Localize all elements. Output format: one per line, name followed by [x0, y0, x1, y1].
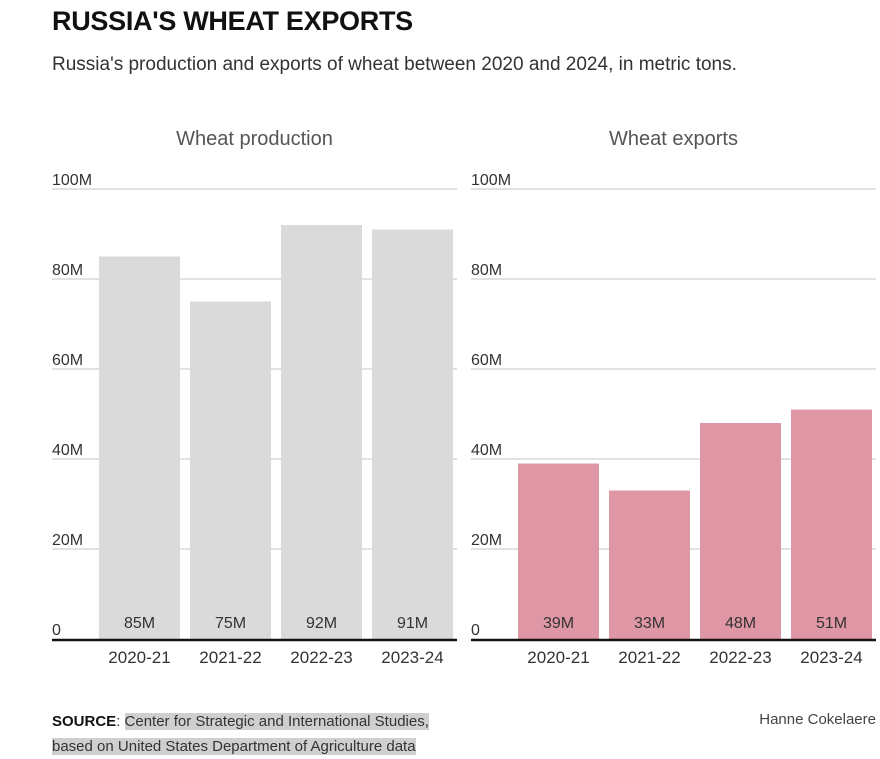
wheat-production-bar-2021-22	[190, 301, 271, 639]
wheat-production-category-label: 2023-24	[381, 648, 443, 667]
wheat-production-title: Wheat production	[176, 128, 333, 150]
wheat-exports-category-label: 2020-21	[527, 648, 589, 667]
source-label: SOURCE	[52, 713, 117, 730]
author-credit: Hanne Cokelaere	[759, 711, 876, 728]
wheat-production-category-label: 2020-21	[108, 648, 170, 667]
chart-subtitle: Russia's production and exports of wheat…	[52, 54, 737, 75]
wheat-production-ytick-label: 40M	[52, 442, 83, 459]
wheat-exports-category-label: 2023-24	[800, 648, 862, 667]
source-note: SOURCE: Center for Strategic and Interna…	[52, 713, 429, 755]
wheat-exports-ytick-label: 40M	[471, 442, 502, 459]
wheat-production-ytick-label: 60M	[52, 352, 83, 369]
wheat-exports-data-label: 39M	[543, 615, 574, 632]
wheat-production-ytick-label: 0	[52, 622, 61, 639]
wheat-exports-data-label: 33M	[634, 615, 665, 632]
source-text-2: based on United States Department of Agr…	[52, 738, 416, 755]
wheat-production-ytick-label: 80M	[52, 262, 83, 279]
wheat-production-bar-2023-24	[372, 229, 453, 639]
wheat-exports-data-label: 48M	[725, 615, 756, 632]
wheat-production-category-label: 2022-23	[290, 648, 352, 667]
chart-title: RUSSIA'S WHEAT EXPORTS	[52, 6, 413, 36]
wheat-exports-ytick-label: 60M	[471, 352, 502, 369]
wheat-production-ytick-label: 100M	[52, 172, 92, 189]
wheat-production-data-label: 75M	[215, 615, 246, 632]
wheat-exports-data-label: 51M	[816, 615, 847, 632]
wheat-production-data-label: 85M	[124, 615, 155, 632]
wheat-production-data-label: 91M	[397, 615, 428, 632]
wheat-exports-title: Wheat exports	[609, 128, 738, 150]
wheat-production-bar-2020-21	[99, 256, 180, 639]
wheat-production-bar-2022-23	[281, 225, 362, 639]
wheat-production-ytick-label: 20M	[52, 532, 83, 549]
wheat-exports-ytick-label: 80M	[471, 262, 502, 279]
wheat-exports-bar-2023-24	[791, 409, 872, 639]
source-text: Center for Strategic and International S…	[124, 713, 429, 730]
wheat-production-data-label: 92M	[306, 615, 337, 632]
wheat-production-category-label: 2021-22	[199, 648, 261, 667]
wheat-exports-bar-2022-23	[700, 423, 781, 639]
wheat-exports-category-label: 2021-22	[618, 648, 680, 667]
wheat-exports-ytick-label: 20M	[471, 532, 502, 549]
wheat-exports-bar-2021-22	[609, 490, 690, 639]
wheat-exports-ytick-label: 100M	[471, 172, 511, 189]
wheat-exports-ytick-label: 0	[471, 622, 480, 639]
wheat-exports-bar-2020-21	[518, 463, 599, 639]
charts-svg: Wheat production 0 20M 40M 60M 80M 100M 85M 2020…	[52, 128, 876, 667]
wheat-exports-category-label: 2022-23	[709, 648, 771, 667]
